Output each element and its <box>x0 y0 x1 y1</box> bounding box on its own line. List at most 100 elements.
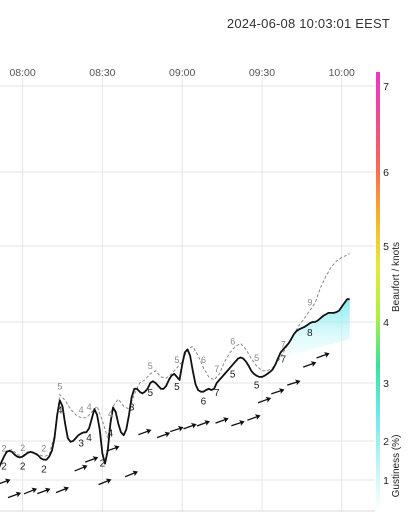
y-tick-label: 7 <box>383 81 389 93</box>
arrow-head <box>4 478 11 485</box>
gust-speed-label: 6 <box>230 336 235 346</box>
arrow-head <box>278 388 285 394</box>
wind-direction-arrow <box>247 414 261 421</box>
wind-speed-label: 5 <box>147 388 153 399</box>
color-scale: 1 2 3 4 5 6 7 Beaufort / knots Gustiness (%) <box>376 72 402 511</box>
arrow-shaft <box>196 421 209 427</box>
y-tick-label: 1 <box>383 475 389 487</box>
wind-direction-arrow <box>257 396 272 404</box>
arrow-head <box>323 352 330 358</box>
x-tick-label: 10:00 <box>329 67 355 79</box>
wind-direction-arrow <box>55 486 69 494</box>
wind-speed-label: 7 <box>214 388 220 399</box>
gust-speed-label: 2 <box>20 443 25 453</box>
wind-direction-arrow <box>37 487 51 495</box>
wind-speed-label: 2 <box>41 465 47 476</box>
wind-speed-label: 8 <box>307 328 313 339</box>
arrow-head <box>132 470 139 477</box>
arrow-shaft <box>106 446 118 452</box>
wind-direction-arrow <box>215 417 229 424</box>
wind-speed-label: 2 <box>100 458 106 469</box>
y-tick-label: 6 <box>383 167 389 179</box>
x-tick-label: 09:30 <box>249 67 275 79</box>
direction-arrows <box>0 352 330 499</box>
wind-speed-label: 4 <box>86 433 92 444</box>
wind-direction-arrow <box>124 470 139 478</box>
arrow-shaft <box>84 457 97 463</box>
wind-direction-arrow <box>74 464 88 472</box>
arrow-head <box>222 417 229 423</box>
x-tick-label: 09:00 <box>169 67 195 79</box>
wind-speed-label: 7 <box>280 354 286 365</box>
gust-speed-label: 7 <box>281 340 286 350</box>
arrow-head <box>164 431 171 438</box>
gustiness-axis-title: Gustiness (%) <box>391 435 402 498</box>
y-tick-label: 3 <box>383 378 389 390</box>
arrow-head <box>238 420 245 426</box>
arrow-head <box>92 456 99 462</box>
arrow-head <box>113 445 120 451</box>
arrow-head <box>63 486 69 493</box>
gust-speed-label: 5 <box>254 353 259 363</box>
y-tick-label: 4 <box>383 317 389 329</box>
wind-direction-arrow <box>183 422 197 430</box>
wind-line <box>0 298 350 468</box>
wind-speed-label: 4 <box>57 405 63 416</box>
arrow-head <box>204 420 210 426</box>
color-scale-bar <box>376 72 380 511</box>
arrow-head <box>177 425 184 432</box>
wind-speed-label: 2 <box>1 462 7 473</box>
gust-speed-label: 4 <box>79 405 84 415</box>
wind-direction-arrow <box>23 487 38 495</box>
wind-direction-arrow <box>196 420 210 427</box>
beaufort-axis-title: Beaufort / knots <box>391 242 402 312</box>
gust-speed-label: 2 <box>41 444 46 454</box>
gust-speed-label: 5 <box>148 361 153 371</box>
wind-direction-arrow <box>138 428 152 436</box>
gust-speed-label: 5 <box>174 355 179 365</box>
series-lines <box>0 253 350 468</box>
x-tick-label: 08:00 <box>9 67 35 79</box>
wind-speed-label: 2 <box>20 462 26 473</box>
gust-speed-label: 5 <box>57 382 62 392</box>
wind-direction-arrow <box>106 445 120 452</box>
arrow-head <box>145 428 152 435</box>
wind-direction-arrow <box>98 478 112 486</box>
arrow-head <box>31 487 38 494</box>
wind-direction-arrow <box>287 379 301 386</box>
gust-speed-label: 4 <box>87 402 92 412</box>
arrow-head <box>265 396 272 403</box>
timestamp: 2024-06-08 10:03:01 EEST <box>226 16 390 31</box>
wind-direction-arrow <box>7 491 22 499</box>
arrow-head <box>15 491 22 498</box>
arrow-head <box>81 464 88 471</box>
gust-speed-label: 6 <box>201 355 206 365</box>
arrow-head <box>294 379 301 386</box>
y-tick-label: 2 <box>383 436 389 448</box>
arrow-shaft <box>156 432 169 439</box>
arrow-head <box>310 361 317 367</box>
wind-speed-label: 5 <box>254 381 260 392</box>
y-tick-label: 5 <box>383 241 389 253</box>
arrow-shaft <box>37 488 49 495</box>
wind-direction-arrow <box>0 478 11 486</box>
wind-direction-arrow <box>302 361 317 368</box>
wind-direction-arrow <box>271 388 285 395</box>
wind-speed-label: 4 <box>108 429 114 440</box>
wind-direction-arrow <box>84 456 99 463</box>
arrow-shaft <box>183 424 196 430</box>
wind-speed-label: 3 <box>78 438 84 449</box>
arrow-head <box>105 478 112 485</box>
wind-speed-label: 5 <box>174 382 180 393</box>
gust-speed-label: 4 <box>108 409 113 419</box>
wind-direction-arrow <box>156 431 171 439</box>
arrow-head <box>44 487 51 494</box>
arrow-shaft <box>138 429 150 436</box>
arrow-head <box>254 414 261 420</box>
wind-speed-label: 3 <box>129 403 135 414</box>
arrow-shaft <box>215 418 228 424</box>
wind-direction-arrow <box>231 420 245 427</box>
wind-speed-label: 5 <box>230 370 236 381</box>
gust-speed-label: 7 <box>214 364 219 374</box>
